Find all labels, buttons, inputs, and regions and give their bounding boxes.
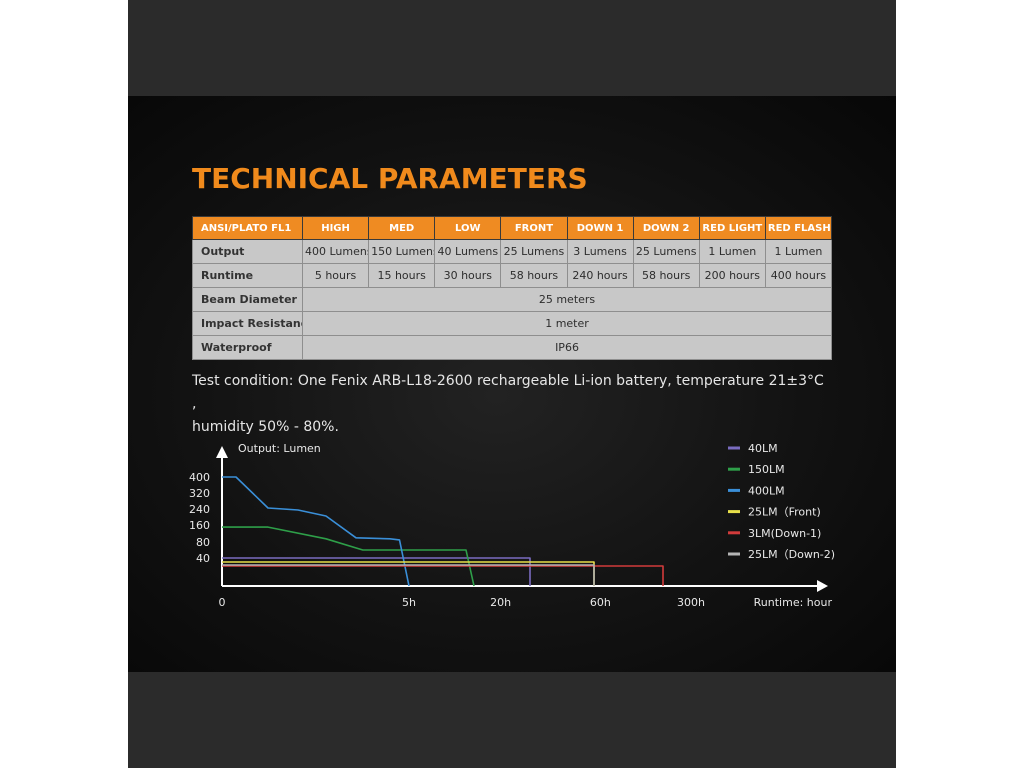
table-cell: 1 Lumen	[698, 239, 766, 264]
table-cell: 30 hours	[434, 263, 502, 288]
header-cell: RED LIGHT	[698, 216, 766, 240]
table-cell: 58 hours	[632, 263, 700, 288]
table-row: Runtime 5 hours 15 hours 30 hours 58 hou…	[192, 263, 833, 288]
table-cell: 200 hours	[698, 263, 766, 288]
y-tick-label: 320	[189, 487, 210, 500]
y-tick-label: 240	[189, 503, 210, 516]
row-label: Output	[192, 239, 303, 264]
row-label: Beam Diameter	[192, 287, 303, 312]
series-line	[222, 565, 664, 586]
series-line	[222, 557, 531, 586]
x-tick-label: 20h	[490, 596, 511, 609]
test-condition-line: Test condition: One Fenix ARB-L18-2600 r…	[192, 373, 824, 412]
test-condition-line: humidity 50% - 80%.	[192, 419, 339, 435]
header-cell: DOWN 1	[566, 216, 634, 240]
row-label: Waterproof	[192, 335, 303, 360]
x-tick-label: 300h	[677, 596, 705, 609]
table-cell-merged: IP66	[302, 335, 832, 360]
table-row: Output 400 Lumens 150 Lumens 40 Lumens 2…	[192, 239, 833, 264]
legend-entry: 400LM	[748, 484, 785, 497]
table-cell: 25 Lumens	[632, 239, 700, 264]
page-title: TECHNICAL PARAMETERS	[192, 162, 588, 195]
series-line	[222, 476, 410, 587]
table-row: Waterproof IP66	[192, 335, 832, 360]
legend-entry: 25LM（Down-2)	[748, 548, 835, 561]
y-axis-arrow	[216, 446, 228, 458]
table-cell: 40 Lumens	[434, 239, 502, 264]
legend-entry: 40LM	[748, 442, 778, 455]
table-cell: 3 Lumens	[566, 239, 634, 264]
table-cell: 58 hours	[500, 263, 568, 288]
table-row: Beam Diameter 25 meters	[192, 287, 832, 312]
test-condition: Test condition: One Fenix ARB-L18-2600 r…	[192, 370, 832, 439]
legend-entry: 3LM(Down-1)	[748, 527, 821, 540]
table-cell: 150 Lumens	[368, 239, 436, 264]
table-cell: 5 hours	[301, 263, 370, 288]
series-line	[222, 564, 595, 586]
table-cell: 15 hours	[368, 263, 436, 288]
header-cell: DOWN 2	[632, 216, 700, 240]
table-cell: 400 Lumens	[301, 239, 370, 264]
y-tick-label: 400	[189, 471, 210, 484]
x-axis-arrow	[817, 580, 828, 592]
spec-panel: TECHNICAL PARAMETERS ANSI/PLATO FL1 HIGH…	[128, 96, 896, 672]
y-tick-label: 160	[189, 519, 210, 532]
table-cell: 240 hours	[566, 263, 634, 288]
legend-entry: 150LM	[748, 463, 785, 476]
header-cell: RED FLASH	[764, 216, 833, 240]
x-axis-label: Runtime: hour	[754, 596, 833, 609]
y-tick-label: 80	[196, 536, 210, 549]
x-tick-label: 60h	[590, 596, 611, 609]
y-tick-label: 40	[196, 552, 210, 565]
header-cell: MED	[368, 216, 436, 240]
table-header-row: ANSI/PLATO FL1 HIGH MED LOW FRONT DOWN 1…	[192, 216, 833, 240]
table-cell: 400 hours	[764, 263, 833, 288]
parameters-table: ANSI/PLATO FL1 HIGH MED LOW FRONT DOWN 1…	[192, 216, 833, 360]
header-cell: HIGH	[301, 216, 370, 240]
x-tick-label: 0	[219, 596, 226, 609]
header-cell: FRONT	[500, 216, 568, 240]
header-cell: LOW	[434, 216, 502, 240]
x-tick-label: 5h	[402, 596, 416, 609]
table-cell-merged: 25 meters	[302, 287, 832, 312]
legend-entry: 25LM（Front)	[748, 506, 821, 519]
series-line	[222, 526, 475, 587]
y-axis-label: Output: Lumen	[238, 442, 321, 455]
table-cell: 1 Lumen	[764, 239, 833, 264]
